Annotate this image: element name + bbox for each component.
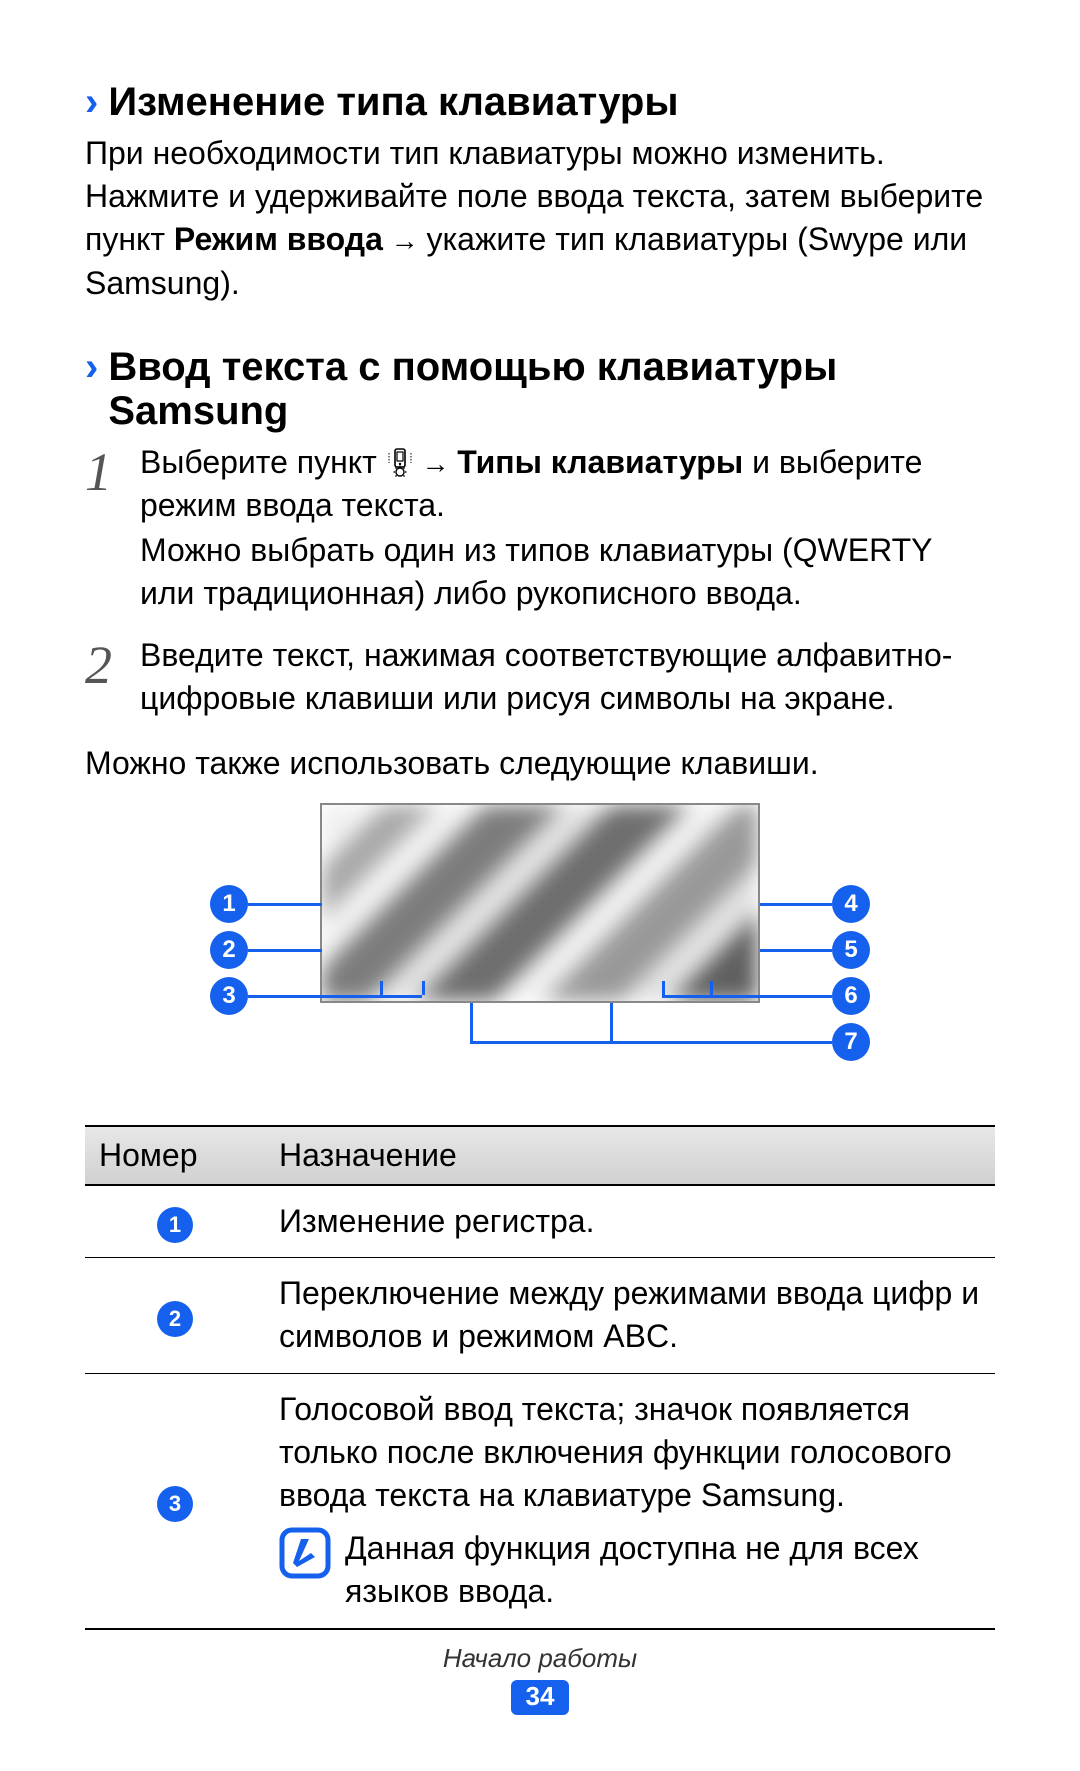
step1-bold: Типы клавиатуры <box>457 444 743 480</box>
step2-text: Введите текст, нажимая соответствующие а… <box>140 634 995 720</box>
callout-badge-2: 2 <box>210 931 248 969</box>
row-text-cell: Голосовой ввод текста; значок появляется… <box>265 1373 995 1628</box>
callout-lead <box>662 995 832 998</box>
callout-lead <box>760 903 832 906</box>
table-row: 3 Голосовой ввод текста; значок появляет… <box>85 1373 995 1628</box>
callout-lead <box>248 949 322 952</box>
callout-badge-7: 7 <box>832 1023 870 1061</box>
callout-lead <box>610 1003 613 1041</box>
callout-badge-1: 1 <box>210 885 248 923</box>
note-text: Данная функция доступна не для всех язык… <box>345 1527 981 1613</box>
step1-l1a: Выберите пункт <box>140 444 386 480</box>
number-badge-icon: 1 <box>157 1207 193 1243</box>
step-number: 2 <box>85 634 140 720</box>
table-row: 2 Переключение между режимами ввода цифр… <box>85 1258 995 1373</box>
after-steps-text: Можно также использовать следующие клави… <box>85 742 995 785</box>
page-footer: Начало работы 34 <box>0 1643 1080 1715</box>
footer-section-label: Начало работы <box>0 1643 1080 1674</box>
callout-lead <box>662 981 665 995</box>
row-num-cell: 3 <box>85 1373 265 1628</box>
step-1: 1 Выберите пункт → Типы клавиатуры и выб… <box>85 441 995 616</box>
chevron-icon: › <box>85 347 98 387</box>
row3-main-text: Голосовой ввод текста; значок появляется… <box>279 1388 981 1518</box>
step-body: Выберите пункт → Типы клавиатуры и выбер… <box>140 441 995 616</box>
table-header-row: Номер Назначение <box>85 1126 995 1185</box>
col-header-function: Назначение <box>265 1126 995 1185</box>
row-text-cell: Изменение регистра. <box>265 1185 995 1258</box>
section1-bold: Режим ввода <box>174 221 383 257</box>
row-text-cell: Переключение между режимами ввода цифр и… <box>265 1258 995 1373</box>
callout-lead <box>760 949 832 952</box>
section2-title: Ввод текста с помощью клавиатуры Samsung <box>108 345 995 433</box>
keyboard-image <box>320 803 760 1003</box>
function-table: Номер Назначение 1 Изменение регистра. 2… <box>85 1125 995 1630</box>
step-2: 2 Введите текст, нажимая соответствующие… <box>85 634 995 720</box>
chevron-icon: › <box>85 82 98 122</box>
section1-title: Изменение типа клавиатуры <box>108 80 678 124</box>
step-body: Введите текст, нажимая соответствующие а… <box>140 634 995 720</box>
number-badge-icon: 3 <box>157 1486 193 1522</box>
section1-paragraph: При необходимости тип клавиатуры можно и… <box>85 132 995 305</box>
callout-badge-5: 5 <box>832 931 870 969</box>
settings-phone-icon <box>386 445 414 475</box>
callout-badge-3: 3 <box>210 977 248 1015</box>
table-row: 1 Изменение регистра. <box>85 1185 995 1258</box>
callout-lead <box>248 995 422 998</box>
section1-heading: › Изменение типа клавиатуры <box>85 80 995 124</box>
row-num-cell: 1 <box>85 1185 265 1258</box>
arrow-icon: → <box>383 225 427 256</box>
callout-lead <box>470 1003 473 1041</box>
keyboard-diagram: 1 2 3 4 5 6 7 <box>210 803 870 1097</box>
callout-lead <box>380 981 383 995</box>
col-header-number: Номер <box>85 1126 265 1185</box>
callout-lead <box>422 981 425 995</box>
note-row: Данная функция доступна не для всех язык… <box>279 1527 981 1613</box>
page-content: › Изменение типа клавиатуры При необходи… <box>0 0 1080 1630</box>
callout-badge-6: 6 <box>832 977 870 1015</box>
callout-lead <box>710 981 713 995</box>
page-number-badge: 34 <box>511 1680 569 1715</box>
callout-lead <box>470 1041 832 1044</box>
row-num-cell: 2 <box>85 1258 265 1373</box>
section2-heading: › Ввод текста с помощью клавиатуры Samsu… <box>85 345 995 433</box>
note-icon <box>279 1527 331 1579</box>
arrow-icon: → <box>414 448 458 479</box>
callout-lead <box>248 903 322 906</box>
step1-line1: Выберите пункт → Типы клавиатуры и выбер… <box>140 441 995 527</box>
number-badge-icon: 2 <box>157 1301 193 1337</box>
callout-badge-4: 4 <box>832 885 870 923</box>
step1-line2: Можно выбрать один из типов клавиатуры (… <box>140 529 995 615</box>
step-number: 1 <box>85 441 140 616</box>
